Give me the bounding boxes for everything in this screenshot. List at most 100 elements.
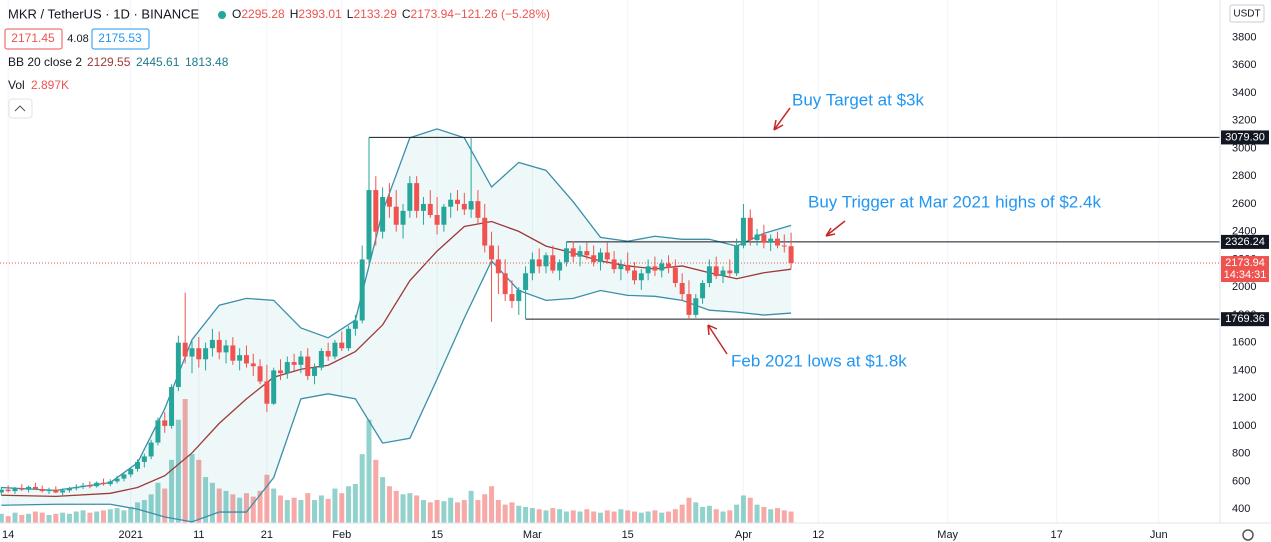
currency[interactable]: USDT	[1233, 9, 1260, 20]
y-tick-label: 3200	[1232, 115, 1256, 127]
volume-bar	[107, 509, 113, 523]
volume-bar	[700, 506, 706, 523]
candle-body	[196, 348, 202, 360]
candle-body	[788, 246, 794, 264]
spread: 4.08	[67, 33, 88, 45]
candle-body	[645, 266, 651, 274]
volume-bar	[550, 508, 556, 523]
ask[interactable]: 2175.53	[98, 31, 142, 45]
volume-bar	[781, 510, 787, 523]
volume-bar	[203, 477, 209, 523]
ohlc-key: C	[402, 7, 411, 21]
candle-body	[305, 356, 311, 376]
volume-bar	[577, 511, 583, 523]
ohlc-value: −121.26 (−5.28%)	[454, 7, 550, 21]
currency-box[interactable]	[1229, 4, 1265, 23]
candle-body	[455, 199, 460, 204]
volume-bar	[754, 504, 760, 523]
volume-bar	[386, 486, 392, 523]
volume-bar	[448, 497, 454, 523]
bb-label: BB 20 close 2	[8, 55, 82, 69]
candle-body	[747, 217, 753, 240]
candle-body	[339, 342, 345, 349]
price-label-bg	[1221, 130, 1269, 145]
grid	[7, 0, 1160, 523]
volume-bar	[169, 459, 175, 523]
volume-bar	[230, 494, 236, 523]
ohlc-key: L	[347, 7, 354, 21]
countdown: 14:34:31	[1224, 269, 1267, 281]
volume-bar	[407, 493, 413, 523]
volume-bar	[414, 495, 420, 523]
volume-bar	[162, 488, 168, 523]
volume-bar	[543, 510, 549, 523]
bid-box[interactable]	[4, 28, 63, 50]
candle-body	[468, 201, 474, 210]
volume-bar	[468, 490, 474, 523]
ohlc: O2295.28 H2393.01 L2133.29 C2173.94−121.26 …	[232, 7, 550, 21]
price-label-bg	[1221, 234, 1269, 249]
y-tick-label: 1600	[1232, 337, 1256, 349]
candle-body	[332, 342, 338, 357]
volume-bar	[632, 511, 638, 523]
candle-body	[128, 468, 134, 475]
candle-body	[420, 203, 426, 211]
candle-body	[597, 252, 603, 263]
volume-bar	[591, 511, 597, 523]
candle-body	[591, 255, 597, 263]
volume-bar	[100, 510, 106, 523]
x-tick-label: Jun	[1150, 529, 1168, 541]
candle-body	[94, 482, 100, 487]
price-label-bg	[1221, 312, 1269, 327]
ohlc-value: 2133.29	[353, 7, 397, 21]
ask-box[interactable]	[91, 28, 150, 50]
volume-bar	[114, 508, 120, 523]
price-label: 2173.94	[1225, 257, 1265, 269]
price-label: 2326.24	[1225, 236, 1265, 248]
band-lower	[1, 259, 792, 523]
volume-bar	[666, 511, 672, 523]
x-tick-label: 2021	[118, 529, 142, 541]
candle-body	[448, 199, 454, 207]
collapse-button[interactable]	[8, 98, 33, 119]
candle-body	[169, 387, 175, 426]
ohlc-key: O	[232, 7, 241, 21]
volume-bar	[380, 477, 386, 523]
volume-bar	[774, 508, 780, 523]
candle-body	[495, 259, 501, 274]
candle-body	[121, 474, 127, 479]
bid[interactable]: 2171.45	[11, 31, 55, 45]
volume-bar	[659, 512, 665, 523]
candle-body	[182, 342, 188, 357]
candle-body	[66, 488, 72, 491]
x-tick-label: 15	[622, 529, 634, 541]
volume-bar	[189, 454, 195, 523]
volume-bar	[529, 508, 535, 523]
y-tick-label: 2000	[1232, 281, 1256, 293]
candle-body	[393, 206, 399, 225]
candle-body	[26, 486, 32, 490]
candle-body	[509, 294, 515, 302]
candle-body	[666, 263, 672, 268]
volume-bar	[216, 488, 222, 523]
candle-body	[625, 264, 631, 271]
candle-body	[291, 362, 297, 365]
candle-body	[277, 370, 283, 374]
settings-icon[interactable]	[1242, 529, 1254, 541]
volume-bar	[237, 497, 243, 523]
candle-body	[754, 234, 760, 240]
candle-body	[19, 488, 25, 490]
volume-bar	[509, 502, 515, 523]
candle-body	[400, 210, 406, 225]
volume-bar	[366, 419, 372, 523]
x-tick-label: Feb	[332, 529, 351, 541]
candle-body	[380, 196, 386, 232]
volume-bar	[73, 511, 79, 523]
volume-bar	[584, 509, 590, 523]
volume-bar	[516, 505, 522, 523]
x-tick-label: 17	[1050, 529, 1062, 541]
candle-body	[781, 245, 787, 247]
candle-body	[100, 482, 106, 485]
x-tick-label: 15	[431, 529, 443, 541]
candle-body	[632, 270, 638, 281]
